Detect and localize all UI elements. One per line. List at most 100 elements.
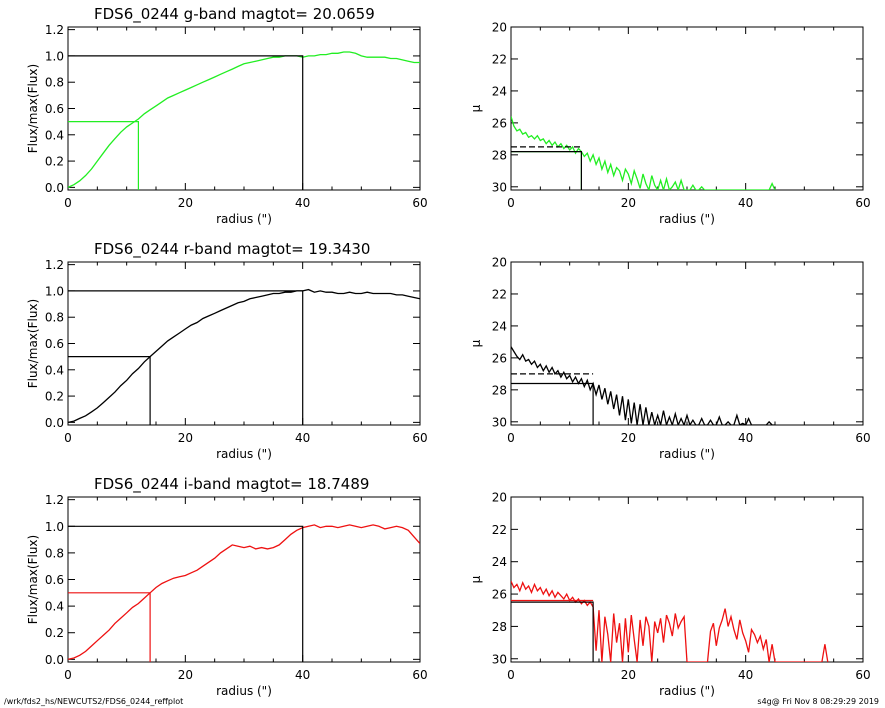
y-tick-label: 0.2 [45, 390, 64, 404]
y-tick-label: 1.2 [45, 493, 64, 507]
chart-g-growth: 0 20 40 60 0.0 0.2 0.4 0.6 0.8 1.0 1.2 radius (") Fl… [26, 5, 428, 226]
plot-area [68, 51, 420, 190]
y-tick-label: 0.6 [45, 573, 64, 587]
y-tick-label: 0.6 [45, 337, 64, 351]
x-axis-label: radius (") [659, 684, 715, 698]
plot-area [68, 288, 420, 425]
chart-title: FDS6_0244 r-band magtot= 19.3430 [94, 240, 370, 259]
x-tick-label: 40 [295, 196, 310, 210]
chart-i-growth: 0 20 40 60 0.0 0.2 0.4 0.6 0.8 1.0 1.2 radius (") Fl… [26, 475, 428, 698]
y-tick-label: 0.8 [45, 76, 64, 90]
y-tick-label: 1.0 [45, 520, 64, 534]
y-tick-label: 0.2 [45, 155, 64, 169]
x-tick-label: 20 [621, 196, 636, 210]
y-tick-label: 24 [492, 319, 507, 333]
chart-r-profile: 0 20 40 60 20 22 24 26 28 30 radius (") μ [469, 256, 871, 462]
plot-frame [510, 26, 864, 191]
reference-line [68, 525, 304, 662]
reference-line [68, 55, 304, 190]
chart-i-profile: 0 20 40 60 20 22 24 26 28 30 radius (") μ [469, 491, 871, 699]
plot-frame [67, 26, 421, 191]
y-tick-label: 24 [492, 84, 507, 98]
y-tick-label: 0.0 [45, 416, 64, 430]
plot-frame [510, 496, 864, 663]
reference-line [68, 592, 151, 662]
x-tick-label: 20 [178, 668, 193, 682]
reference-line [511, 382, 594, 425]
y-tick-label: 30 [492, 652, 507, 666]
y-tick-label: 22 [492, 52, 507, 66]
x-tick-label: 20 [621, 668, 636, 682]
x-tick-label: 40 [295, 431, 310, 445]
x-tick-label: 0 [507, 668, 515, 682]
plot-area [511, 580, 829, 662]
series-line-i-band [511, 580, 829, 662]
y-tick-label: 1.0 [45, 284, 64, 298]
y-tick-label: 0.8 [45, 546, 64, 560]
plot-area [511, 116, 776, 190]
footer-timestamp: s4g@ Fri Nov 8 08:29:29 2019 [757, 697, 879, 706]
y-axis-label: Flux/max(Flux) [26, 299, 40, 388]
y-axis-label: μ [469, 339, 483, 347]
reference-line [68, 290, 304, 425]
x-tick-label: 60 [412, 668, 427, 682]
x-tick-label: 60 [855, 668, 870, 682]
y-tick-label: 26 [492, 588, 507, 602]
y-tick-label: 0.4 [45, 600, 64, 614]
series-line-g-band [68, 51, 420, 188]
chart-g-profile: 0 20 40 60 20 22 24 26 28 30 radius (") μ [469, 21, 871, 227]
x-axis-label: radius (") [659, 447, 715, 461]
y-tick-label: 26 [492, 116, 507, 130]
series-line-g-band [511, 116, 776, 190]
chart-r-growth: 0 20 40 60 0.0 0.2 0.4 0.6 0.8 1.0 1.2 radius (") Fl… [26, 240, 428, 461]
y-tick-label: 1.2 [45, 258, 64, 272]
x-tick-label: 0 [507, 431, 515, 445]
plot-frame [67, 261, 421, 426]
footer-file-path: /wrk/fds2_hs/NEWCUTS2/FDS6_0244_reffplot [4, 697, 184, 706]
y-axis-label: Flux/max(Flux) [26, 64, 40, 153]
chart-title: FDS6_0244 g-band magtot= 20.0659 [94, 5, 375, 24]
y-tick-label: 1.0 [45, 49, 64, 63]
y-tick-label: 0.4 [45, 363, 64, 377]
x-tick-label: 40 [295, 668, 310, 682]
series-line-i-band [68, 524, 420, 660]
x-tick-label: 40 [738, 431, 753, 445]
y-axis-label: μ [469, 104, 483, 112]
x-tick-label: 60 [855, 431, 870, 445]
chart-title: FDS6_0244 i-band magtot= 18.7489 [94, 475, 369, 494]
x-tick-label: 60 [412, 431, 427, 445]
y-tick-label: 30 [492, 415, 507, 429]
x-tick-label: 0 [64, 668, 72, 682]
x-axis-label: radius (") [216, 212, 272, 226]
x-tick-label: 60 [412, 196, 427, 210]
series-line-r-band [68, 288, 420, 424]
x-axis-label: radius (") [216, 447, 272, 461]
series-line-r-band [511, 346, 775, 425]
y-tick-label: 30 [492, 180, 507, 194]
y-tick-label: 0.0 [45, 653, 64, 667]
y-tick-label: 22 [492, 287, 507, 301]
x-tick-label: 40 [738, 196, 753, 210]
y-axis-label: Flux/max(Flux) [26, 535, 40, 624]
y-tick-label: 0.8 [45, 311, 64, 325]
reference-line [68, 120, 139, 190]
y-tick-label: 0.2 [45, 626, 64, 640]
reference-line [68, 356, 151, 425]
y-tick-label: 28 [492, 383, 507, 397]
x-tick-label: 60 [855, 196, 870, 210]
x-tick-label: 0 [507, 196, 515, 210]
y-tick-label: 1.2 [45, 23, 64, 37]
y-tick-label: 20 [492, 21, 507, 35]
y-tick-label: 0.4 [45, 128, 64, 142]
y-tick-label: 22 [492, 523, 507, 537]
reference-line [511, 151, 583, 190]
plot-frame [67, 496, 421, 663]
reference-line [511, 151, 583, 190]
y-tick-label: 28 [492, 620, 507, 634]
x-tick-label: 0 [64, 431, 72, 445]
plot-area [68, 524, 420, 662]
y-tick-label: 0.0 [45, 181, 64, 195]
x-tick-label: 0 [64, 196, 72, 210]
x-tick-label: 40 [738, 668, 753, 682]
